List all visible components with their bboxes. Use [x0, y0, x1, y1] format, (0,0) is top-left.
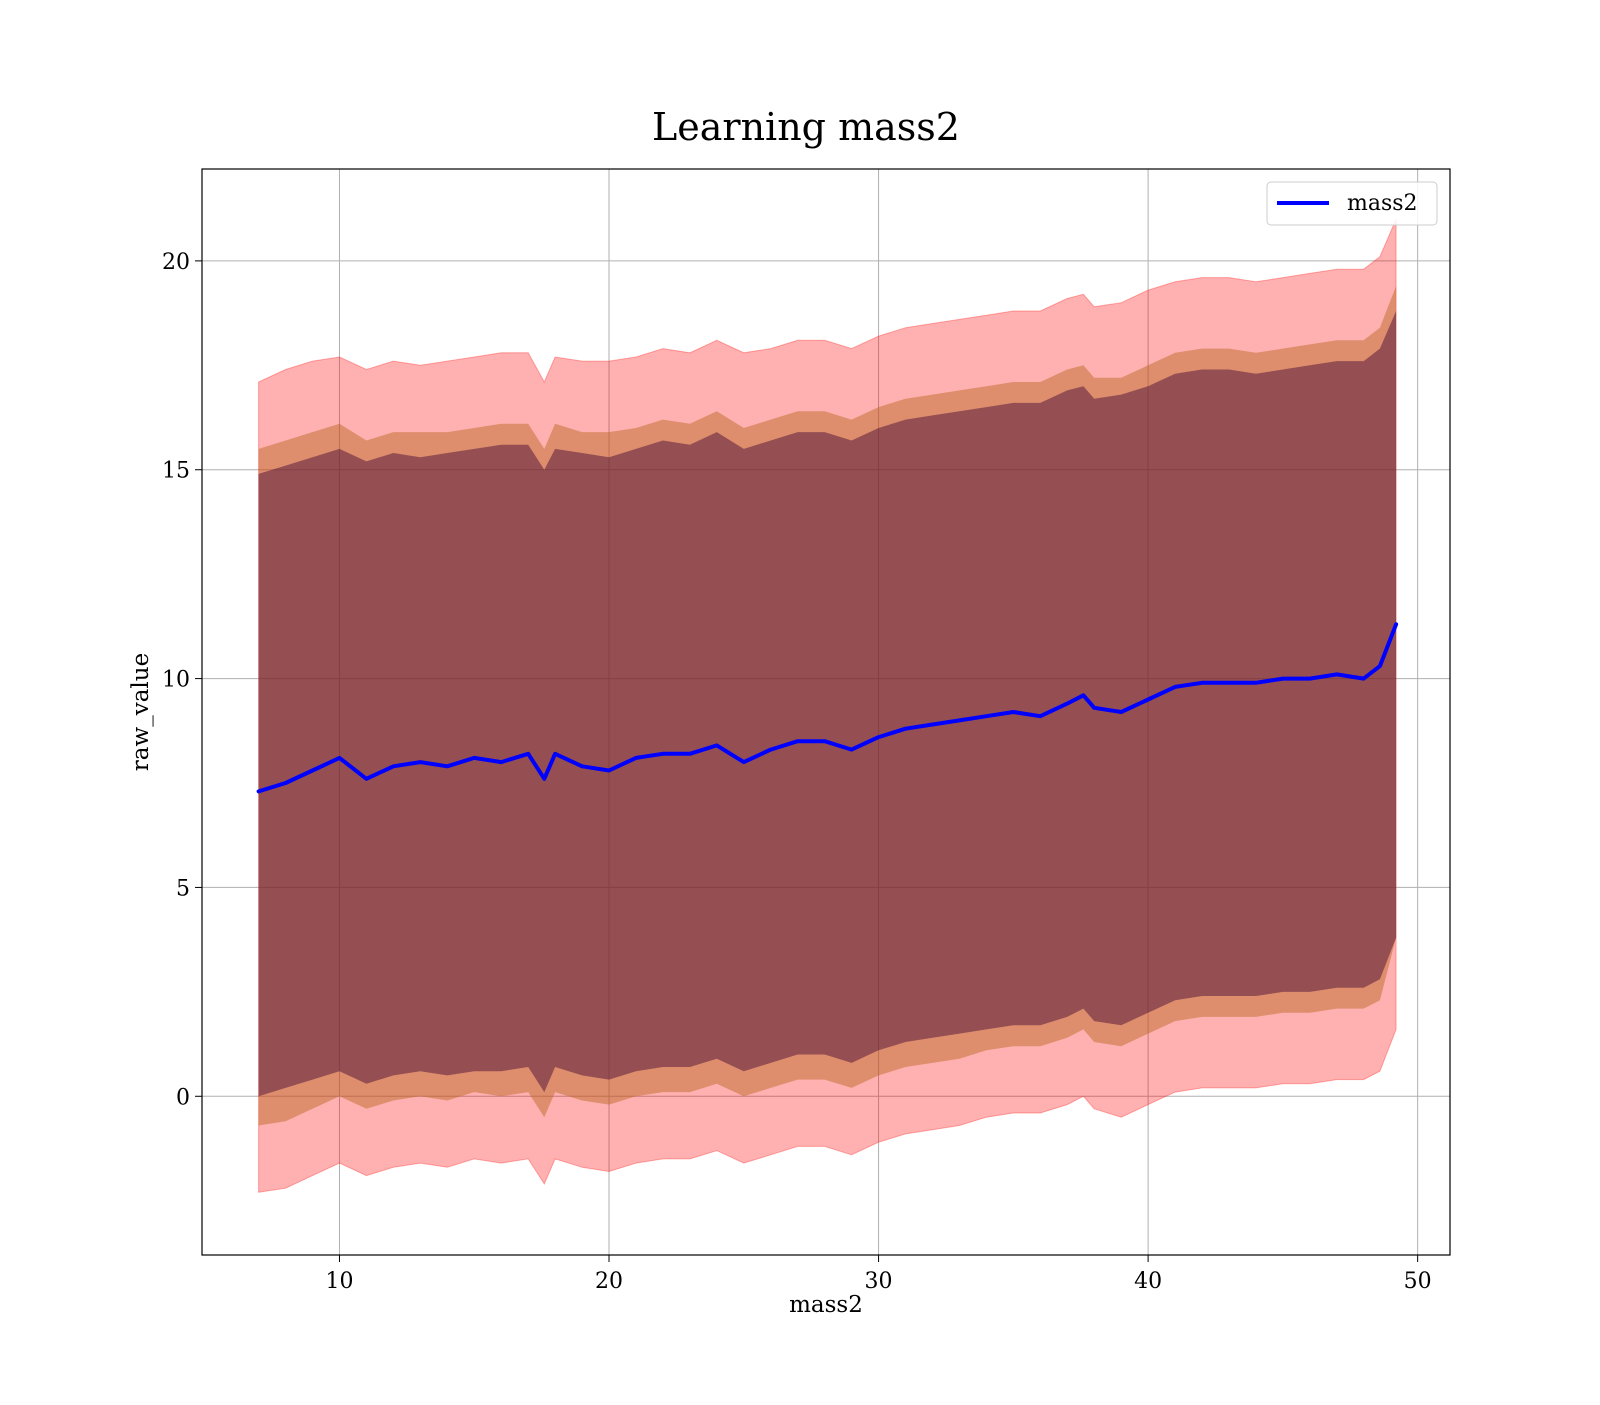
series-lines	[256, 622, 1399, 794]
y-axis-label: raw_value	[128, 653, 154, 771]
x-tick-label: 40	[1134, 1269, 1162, 1294]
legend: mass2	[1266, 181, 1438, 226]
y-tick-label: 20	[162, 250, 190, 275]
series-line-mass2	[256, 622, 1399, 794]
legend-box	[1266, 181, 1438, 226]
x-tick-label: 10	[325, 1269, 353, 1294]
y-tick-label: 10	[162, 668, 190, 693]
chart-title: Learning mass2	[652, 105, 960, 149]
confidence-bands	[258, 218, 1397, 1193]
x-tick-label: 20	[595, 1269, 623, 1294]
x-tick-label: 50	[1404, 1269, 1432, 1294]
plot-area-frame	[201, 168, 1451, 1256]
x-axis-label: mass2	[789, 1292, 863, 1318]
band-inner	[258, 311, 1397, 1097]
y-tick-label: 15	[162, 459, 190, 484]
x-tick-label: 30	[865, 1269, 893, 1294]
y-tick-label: 5	[176, 876, 190, 901]
y-tick-label: 0	[176, 1085, 190, 1110]
legend-label-mass2: mass2	[1347, 191, 1418, 216]
axis-ticks: 10 20 30 40 50 0 5 10 15 20	[162, 250, 1432, 1294]
